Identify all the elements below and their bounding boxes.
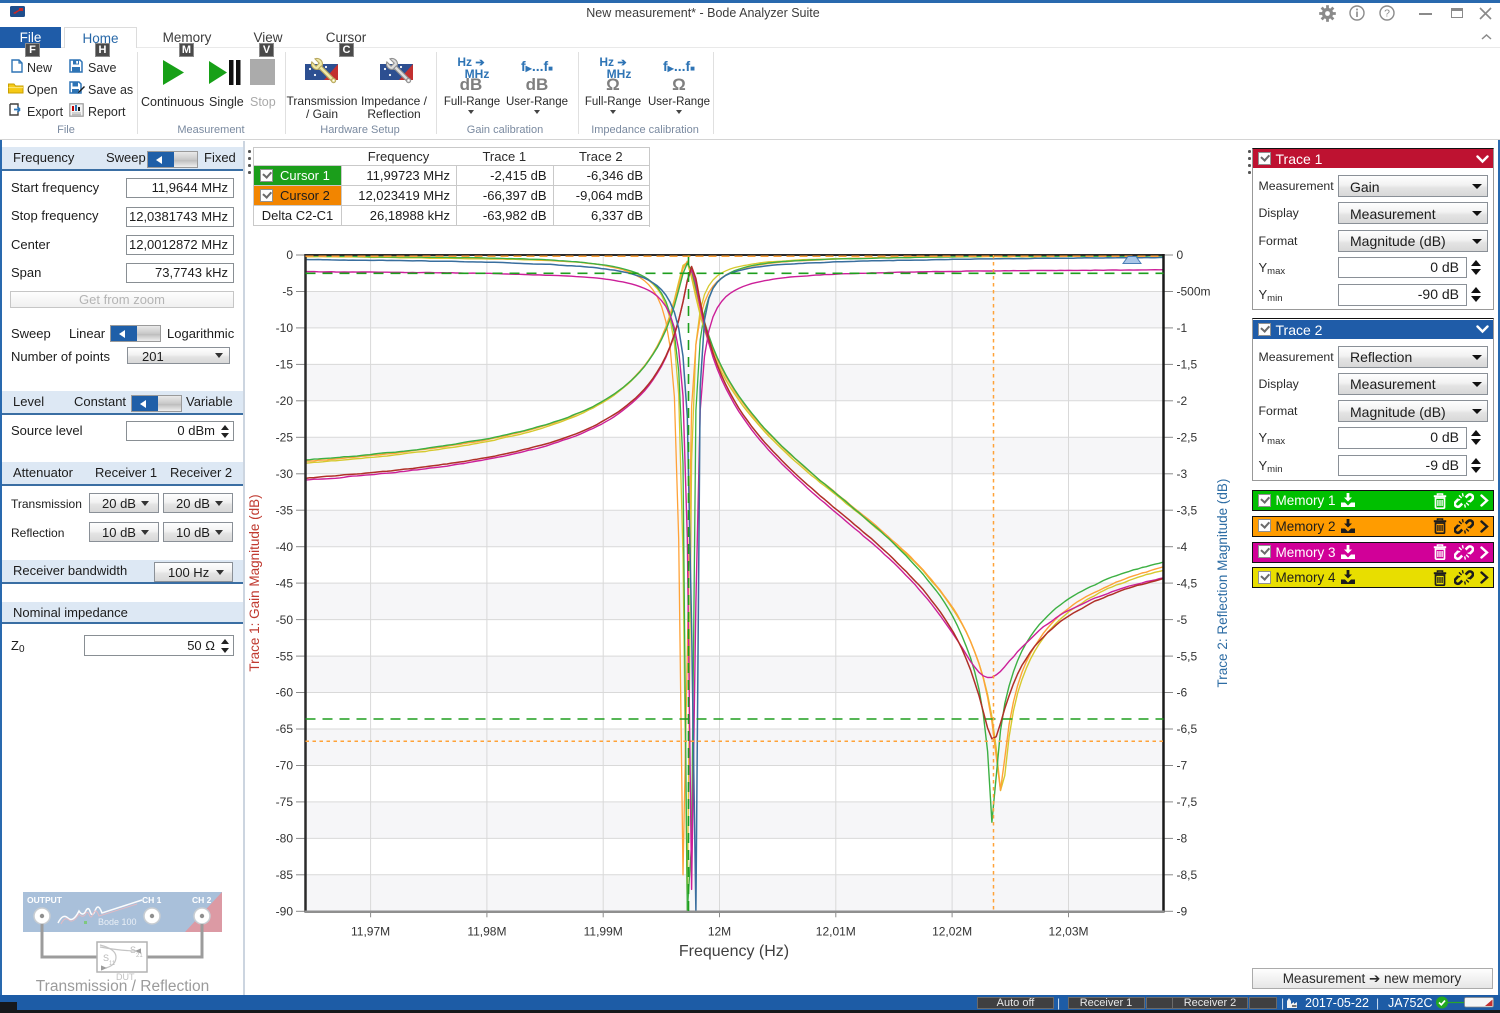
svg-text:-2: -2 <box>1177 394 1188 408</box>
svg-text:-2,5: -2,5 <box>1177 431 1198 445</box>
svg-text:11,97M: 11,97M <box>351 924 390 938</box>
svg-text:-8,5: -8,5 <box>1177 868 1198 882</box>
svg-text:-3,5: -3,5 <box>1177 503 1198 517</box>
svg-text:-25: -25 <box>276 431 294 445</box>
svg-text:-90: -90 <box>276 905 294 919</box>
svg-text:OUTPUT: OUTPUT <box>27 895 63 905</box>
svg-text:-70: -70 <box>276 759 294 773</box>
svg-text:-50: -50 <box>276 613 294 627</box>
svg-text:12M: 12M <box>708 924 731 938</box>
svg-text:-10: -10 <box>276 321 294 335</box>
svg-text:12,02M: 12,02M <box>932 924 972 938</box>
svg-text:-7,5: -7,5 <box>1177 795 1198 809</box>
svg-text:DUT: DUT <box>116 972 135 982</box>
svg-text:-80: -80 <box>276 832 294 846</box>
svg-text:-8: -8 <box>1177 832 1188 846</box>
svg-text:-500m: -500m <box>1177 285 1211 299</box>
svg-text:-6: -6 <box>1177 686 1188 700</box>
svg-text:-7: -7 <box>1177 759 1188 773</box>
svg-text:-4,5: -4,5 <box>1177 576 1198 590</box>
svg-text:-55: -55 <box>276 649 294 663</box>
svg-text:11,99M: 11,99M <box>584 924 623 938</box>
svg-text:0: 0 <box>1177 248 1184 262</box>
svg-text:Frequency (Hz): Frequency (Hz) <box>679 943 789 960</box>
svg-text:-15: -15 <box>276 358 294 372</box>
svg-text:Trace 1: Gain Magnitude (dB): Trace 1: Gain Magnitude (dB) <box>247 494 262 671</box>
svg-text:21: 21 <box>136 953 143 959</box>
svg-text:12,01M: 12,01M <box>816 924 856 938</box>
svg-text:-6,5: -6,5 <box>1177 722 1198 736</box>
svg-text:-30: -30 <box>276 467 294 481</box>
svg-text:-20: -20 <box>276 394 294 408</box>
svg-text:-45: -45 <box>276 576 294 590</box>
svg-text:S: S <box>103 953 109 963</box>
svg-text:-75: -75 <box>276 795 294 809</box>
svg-text:-3: -3 <box>1177 467 1188 481</box>
svg-text:-9: -9 <box>1177 905 1188 919</box>
svg-text:-65: -65 <box>276 722 294 736</box>
svg-text:?: ? <box>1384 7 1390 19</box>
svg-text:-5: -5 <box>1177 613 1188 627</box>
svg-text:Trace 2: Reflection Magnitude: Trace 2: Reflection Magnitude (dB) <box>1215 479 1230 688</box>
svg-text:Bode 100: Bode 100 <box>98 917 137 927</box>
svg-text:0: 0 <box>286 248 293 262</box>
svg-text:-40: -40 <box>276 540 294 554</box>
svg-text:CH 1: CH 1 <box>142 895 162 905</box>
svg-text:-5: -5 <box>282 285 293 299</box>
svg-text:-35: -35 <box>276 503 294 517</box>
svg-text:-4: -4 <box>1177 540 1188 554</box>
svg-text:-60: -60 <box>276 686 294 700</box>
svg-text:-85: -85 <box>276 868 294 882</box>
svg-text:12,03M: 12,03M <box>1048 924 1088 938</box>
svg-text:-5,5: -5,5 <box>1177 649 1198 663</box>
svg-text:S: S <box>130 945 136 955</box>
svg-text:-1,5: -1,5 <box>1177 358 1198 372</box>
svg-text:-1: -1 <box>1177 321 1188 335</box>
svg-text:11,98M: 11,98M <box>467 924 506 938</box>
svg-text:CH 2: CH 2 <box>192 895 212 905</box>
